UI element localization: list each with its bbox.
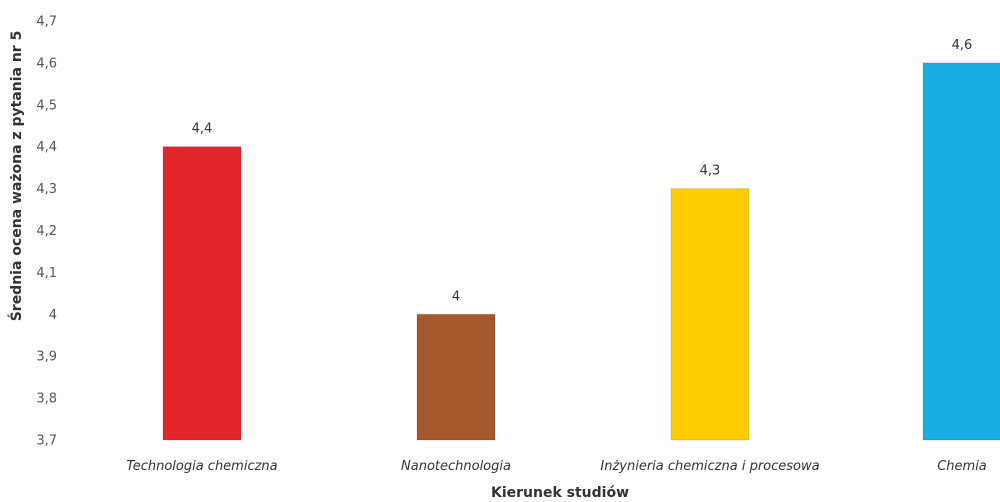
value-labels-group: 4,4 4 4,3 4,6	[192, 38, 973, 304]
bar	[162, 146, 242, 441]
y-tick-label: 4,2	[36, 224, 57, 239]
y-tick-label: 4,6	[36, 56, 57, 71]
y-tick-label: 4	[49, 308, 57, 323]
bar-value-label: 4,6	[952, 38, 973, 53]
y-tick-label: 4,3	[36, 182, 57, 197]
bar	[922, 62, 1000, 441]
bar	[416, 313, 496, 441]
x-category-label: Inżynieria chemiczna i procesowa	[600, 459, 819, 474]
y-tick-label: 4,7	[36, 15, 57, 30]
bar-value-label: 4,3	[700, 164, 721, 179]
x-category-label: Chemia	[937, 459, 987, 474]
y-tick-label: 4,5	[36, 98, 57, 113]
y-tick-label: 4,1	[36, 266, 57, 281]
y-axis-ticks: 3,7 3,8 3,9 4 4,1 4,2 4,3 4,4 4,5 4,6 4,7	[36, 15, 57, 449]
x-category-label: Nanotechnologia	[401, 459, 511, 474]
y-tick-label: 3,9	[36, 350, 57, 365]
bars-group	[162, 62, 1000, 441]
y-tick-label: 3,7	[36, 434, 57, 449]
category-labels-group: Technologia chemiczna Nanotechnologia Inży…	[126, 459, 986, 474]
y-tick-label: 3,8	[36, 392, 57, 407]
bar-value-label: 4,4	[192, 122, 213, 137]
y-axis-title: Średnia ocena ważona z pytania nr 5	[7, 31, 25, 322]
y-tick-label: 4,4	[36, 140, 57, 155]
bar-value-label: 4	[452, 289, 460, 304]
x-axis-title: Kierunek studiów	[491, 485, 629, 501]
x-category-label: Technologia chemiczna	[126, 459, 277, 474]
bar	[670, 188, 750, 441]
